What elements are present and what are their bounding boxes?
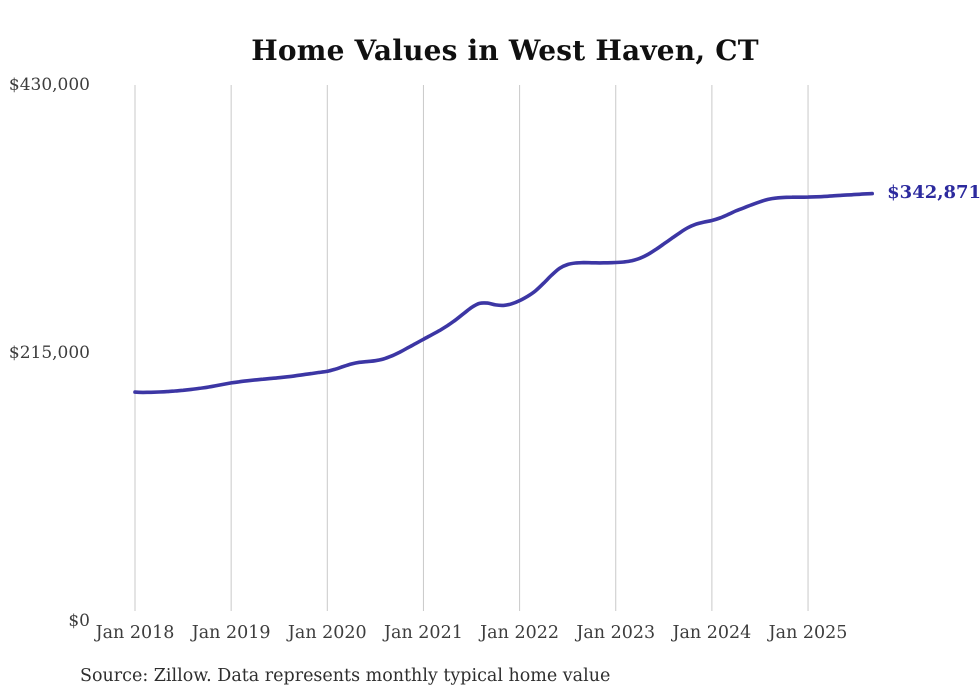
y-tick-label-215000: $215,000: [8, 343, 90, 363]
x-tick-label-jan-2023: Jan 2023: [576, 623, 656, 643]
x-tick-label-jan-2018: Jan 2018: [95, 623, 175, 643]
chart-title: Home Values in West Haven, CT: [251, 34, 759, 67]
x-tick-label-jan-2019: Jan 2019: [191, 623, 271, 643]
home-value-line: [133, 191, 874, 395]
source-note: Source: Zillow. Data represents monthly …: [80, 666, 611, 686]
y-tick-label-0: $0: [68, 611, 90, 631]
x-tick-label-jan-2022: Jan 2022: [480, 623, 559, 643]
x-tick-label-jan-2024: Jan 2024: [672, 623, 752, 643]
x-axis-tick-labels: Jan 2018 Jan 2019 Jan 2020 Jan 2021 Jan …: [0, 622, 980, 646]
gridlines: [134, 85, 809, 611]
x-tick-label-jan-2025: Jan 2025: [768, 623, 848, 643]
x-tick-label-jan-2021: Jan 2021: [384, 623, 463, 643]
x-tick-label-jan-2020: Jan 2020: [287, 623, 367, 643]
y-tick-label-430000: $430,000: [8, 75, 90, 95]
latest-value-label: $342,871: [887, 181, 980, 203]
